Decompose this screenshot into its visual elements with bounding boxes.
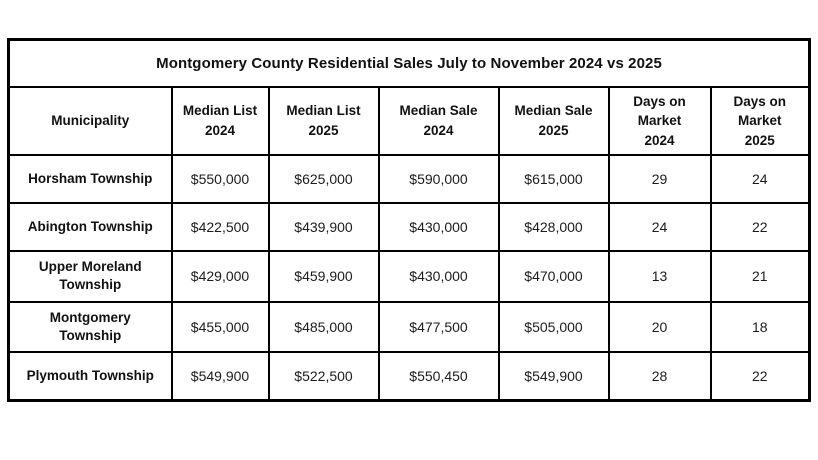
median-list-2025-value: $485,000 bbox=[267, 300, 380, 354]
table-row-montgomery: Montgomery Township $455,000 $485,000 $4… bbox=[7, 300, 811, 354]
column-header-median-sale-2025: Median Sale 2025 bbox=[497, 85, 610, 157]
median-list-2025-value: $459,900 bbox=[267, 250, 380, 303]
days-on-market-2024-value: 20 bbox=[607, 300, 712, 354]
municipality-name: Horsham Township bbox=[7, 154, 173, 205]
median-list-2024-value: $549,900 bbox=[170, 351, 270, 402]
title-row: Montgomery County Residential Sales July… bbox=[7, 38, 811, 88]
median-sale-2025-value: $615,000 bbox=[497, 154, 610, 205]
header-row: Municipality Median List 2024 Median Lis… bbox=[7, 85, 811, 157]
median-sale-2024-value: $590,000 bbox=[377, 154, 500, 205]
municipality-name: Plymouth Township bbox=[7, 351, 173, 402]
days-on-market-2024-value: 29 bbox=[607, 154, 712, 205]
median-list-2025-value: $522,500 bbox=[267, 351, 380, 402]
median-sale-2025-value: $505,000 bbox=[497, 300, 610, 354]
sales-comparison-table: Montgomery County Residential Sales July… bbox=[7, 38, 812, 402]
days-on-market-2024-value: 28 bbox=[607, 351, 712, 402]
days-on-market-2025-value: 21 bbox=[709, 250, 811, 303]
median-list-2024-value: $422,500 bbox=[170, 202, 270, 253]
table-row-plymouth: Plymouth Township $549,900 $522,500 $550… bbox=[7, 351, 811, 402]
median-sale-2024-value: $550,450 bbox=[377, 351, 500, 402]
column-header-median-list-2024: Median List 2024 bbox=[170, 85, 270, 157]
days-on-market-2025-value: 22 bbox=[709, 351, 811, 402]
median-sale-2025-value: $470,000 bbox=[497, 250, 610, 303]
median-list-2025-value: $439,900 bbox=[267, 202, 380, 253]
table-title: Montgomery County Residential Sales July… bbox=[7, 38, 811, 88]
municipality-name: Upper Moreland Township bbox=[7, 250, 173, 303]
median-list-2024-value: $455,000 bbox=[170, 300, 270, 354]
column-header-median-list-2025: Median List 2025 bbox=[267, 85, 380, 157]
days-on-market-2025-value: 24 bbox=[709, 154, 811, 205]
column-header-municipality: Municipality bbox=[7, 85, 173, 157]
days-on-market-2025-value: 22 bbox=[709, 202, 811, 253]
days-on-market-2024-value: 24 bbox=[607, 202, 712, 253]
median-sale-2024-value: $430,000 bbox=[377, 250, 500, 303]
median-sale-2025-value: $549,900 bbox=[497, 351, 610, 402]
median-sale-2025-value: $428,000 bbox=[497, 202, 610, 253]
column-header-median-sale-2024: Median Sale 2024 bbox=[377, 85, 500, 157]
median-list-2024-value: $429,000 bbox=[170, 250, 270, 303]
municipality-name: Montgomery Township bbox=[7, 300, 173, 354]
table-row-upper-moreland: Upper Moreland Township $429,000 $459,90… bbox=[7, 250, 811, 303]
days-on-market-2025-value: 18 bbox=[709, 300, 811, 354]
table-row-horsham: Horsham Township $550,000 $625,000 $590,… bbox=[7, 154, 811, 205]
table-row-abington: Abington Township $422,500 $439,900 $430… bbox=[7, 202, 811, 253]
median-list-2025-value: $625,000 bbox=[267, 154, 380, 205]
column-header-days-on-market-2024: Days on Market 2024 bbox=[607, 85, 712, 157]
column-header-days-on-market-2025: Days on Market 2025 bbox=[709, 85, 811, 157]
median-sale-2024-value: $430,000 bbox=[377, 202, 500, 253]
median-list-2024-value: $550,000 bbox=[170, 154, 270, 205]
municipality-name: Abington Township bbox=[7, 202, 173, 253]
median-sale-2024-value: $477,500 bbox=[377, 300, 500, 354]
days-on-market-2024-value: 13 bbox=[607, 250, 712, 303]
